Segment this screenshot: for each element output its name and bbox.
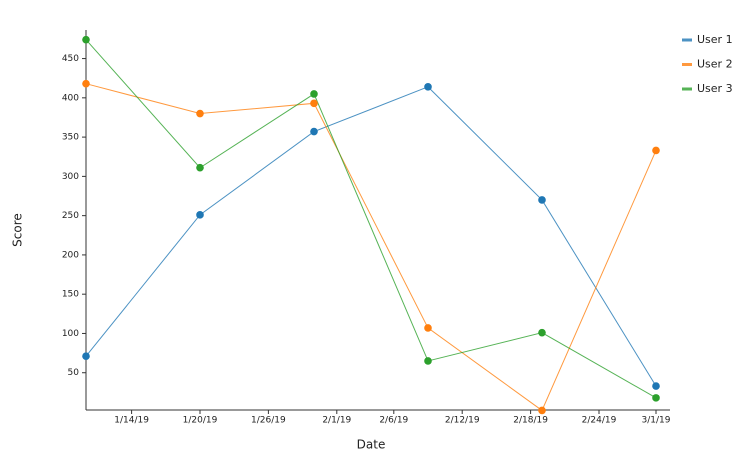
data-point bbox=[424, 324, 432, 332]
y-tick-label: 100 bbox=[62, 329, 79, 339]
data-point bbox=[310, 99, 318, 108]
data-point bbox=[82, 352, 90, 361]
x-tick-label: 2/1/19 bbox=[322, 416, 351, 426]
data-point bbox=[652, 394, 660, 402]
data-point bbox=[196, 163, 204, 172]
y-tick-label: 400 bbox=[62, 93, 79, 103]
series-line bbox=[85, 83, 657, 412]
y-tick-label: 250 bbox=[62, 211, 79, 221]
y-axis-title: Score bbox=[11, 213, 25, 247]
y-tick-label: 50 bbox=[68, 368, 80, 378]
x-axis-title: Date bbox=[357, 438, 386, 452]
data-point bbox=[310, 127, 318, 136]
x-tick-label: 1/20/19 bbox=[183, 416, 218, 426]
data-point bbox=[538, 196, 546, 204]
data-point bbox=[538, 328, 546, 337]
legend-label: User 1 bbox=[697, 33, 733, 46]
data-point bbox=[424, 357, 432, 365]
data-point bbox=[82, 79, 90, 88]
x-tick-label: 2/6/19 bbox=[379, 416, 408, 426]
series-line bbox=[85, 86, 657, 387]
y-tick-label: 300 bbox=[62, 172, 79, 182]
data-point bbox=[652, 146, 660, 155]
y-tick-label: 450 bbox=[62, 54, 79, 64]
data-point bbox=[652, 382, 660, 390]
series-line bbox=[85, 39, 657, 399]
x-tick-label: 3/1/19 bbox=[642, 416, 671, 426]
data-point bbox=[82, 35, 90, 44]
x-tick-label: 2/12/19 bbox=[445, 416, 480, 426]
x-tick-label: 1/26/19 bbox=[251, 416, 286, 426]
x-tick-label: 2/18/19 bbox=[513, 416, 548, 426]
data-point bbox=[196, 211, 204, 219]
legend-label: User 2 bbox=[697, 58, 733, 71]
y-tick-label: 200 bbox=[62, 250, 79, 260]
y-tick-label: 350 bbox=[62, 133, 79, 143]
legend-label: User 3 bbox=[697, 82, 733, 95]
y-tick-label: 150 bbox=[62, 290, 79, 300]
x-tick-label: 1/14/19 bbox=[114, 416, 149, 426]
data-point bbox=[538, 406, 546, 415]
data-point bbox=[424, 83, 432, 91]
x-tick-label: 2/24/19 bbox=[582, 416, 617, 426]
data-point bbox=[310, 90, 318, 98]
data-point bbox=[196, 109, 204, 118]
